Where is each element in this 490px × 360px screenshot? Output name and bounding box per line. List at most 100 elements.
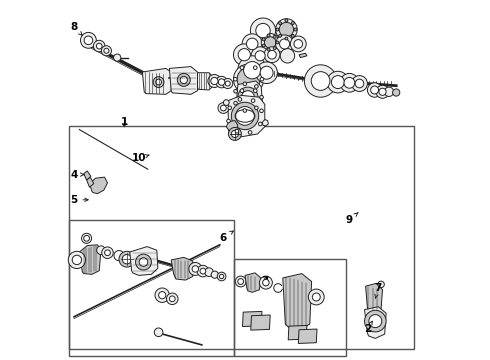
Circle shape <box>227 119 230 123</box>
Circle shape <box>231 102 259 130</box>
Circle shape <box>275 35 294 53</box>
Circle shape <box>104 48 109 53</box>
Circle shape <box>265 37 276 48</box>
Polygon shape <box>228 95 265 137</box>
Bar <box>69 220 234 356</box>
Circle shape <box>260 77 264 81</box>
Circle shape <box>267 48 270 51</box>
Circle shape <box>267 34 270 37</box>
Circle shape <box>279 22 294 37</box>
Circle shape <box>253 66 257 69</box>
Circle shape <box>97 246 105 255</box>
Text: 6: 6 <box>220 231 233 243</box>
Circle shape <box>250 18 275 43</box>
Circle shape <box>180 76 187 84</box>
Circle shape <box>268 50 276 59</box>
Polygon shape <box>251 315 270 330</box>
Circle shape <box>308 289 324 305</box>
Circle shape <box>136 254 151 270</box>
Circle shape <box>292 22 294 24</box>
Circle shape <box>238 49 250 61</box>
Polygon shape <box>236 81 262 113</box>
Circle shape <box>97 43 102 49</box>
Circle shape <box>189 262 202 275</box>
Circle shape <box>174 76 179 81</box>
Polygon shape <box>84 171 91 180</box>
Polygon shape <box>288 325 307 340</box>
Circle shape <box>238 98 242 101</box>
Circle shape <box>192 266 198 272</box>
Circle shape <box>104 250 110 256</box>
Circle shape <box>355 79 364 88</box>
Polygon shape <box>170 67 198 94</box>
Circle shape <box>220 274 224 279</box>
Polygon shape <box>298 329 317 343</box>
Circle shape <box>311 72 330 90</box>
Circle shape <box>263 279 269 286</box>
Polygon shape <box>87 177 94 187</box>
Polygon shape <box>79 245 101 274</box>
Circle shape <box>219 79 225 85</box>
Circle shape <box>72 255 81 265</box>
Circle shape <box>276 28 279 31</box>
Circle shape <box>154 328 163 337</box>
Circle shape <box>259 276 272 289</box>
Circle shape <box>292 35 294 37</box>
Circle shape <box>255 85 258 88</box>
Circle shape <box>392 89 400 96</box>
Circle shape <box>101 46 111 56</box>
Circle shape <box>238 56 267 85</box>
Circle shape <box>273 35 276 38</box>
Polygon shape <box>243 311 262 327</box>
Circle shape <box>327 71 349 93</box>
Circle shape <box>102 247 113 258</box>
Circle shape <box>240 89 244 93</box>
Text: 4: 4 <box>70 170 84 180</box>
Polygon shape <box>299 53 307 58</box>
Text: 7: 7 <box>374 283 382 298</box>
Polygon shape <box>283 274 312 329</box>
Circle shape <box>279 35 281 37</box>
Text: 10: 10 <box>131 153 149 163</box>
Circle shape <box>211 271 219 278</box>
Circle shape <box>122 255 132 264</box>
Circle shape <box>211 77 218 85</box>
Circle shape <box>280 39 290 49</box>
Circle shape <box>259 122 262 126</box>
Text: 8: 8 <box>71 22 82 35</box>
Circle shape <box>235 276 246 287</box>
Circle shape <box>228 106 231 110</box>
Circle shape <box>81 233 92 243</box>
Circle shape <box>223 100 229 105</box>
Circle shape <box>262 38 265 41</box>
Circle shape <box>384 87 393 96</box>
Circle shape <box>237 68 260 91</box>
Circle shape <box>379 88 386 95</box>
Polygon shape <box>130 247 158 275</box>
Circle shape <box>260 95 263 99</box>
Bar <box>234 259 346 356</box>
Circle shape <box>279 22 281 24</box>
Circle shape <box>331 76 344 89</box>
Circle shape <box>153 77 164 87</box>
Circle shape <box>370 86 379 94</box>
Circle shape <box>225 81 230 86</box>
Circle shape <box>304 65 337 97</box>
Circle shape <box>365 310 386 332</box>
Circle shape <box>155 288 170 302</box>
Text: 3: 3 <box>261 276 269 286</box>
Text: 9: 9 <box>346 213 358 225</box>
Circle shape <box>251 99 255 103</box>
Circle shape <box>253 89 257 93</box>
Circle shape <box>256 23 270 38</box>
Circle shape <box>218 103 229 113</box>
Circle shape <box>246 38 258 50</box>
Circle shape <box>251 47 269 65</box>
Circle shape <box>139 258 148 266</box>
Circle shape <box>177 73 190 86</box>
Circle shape <box>273 47 276 50</box>
Circle shape <box>205 268 213 276</box>
Circle shape <box>260 109 263 113</box>
Circle shape <box>234 90 237 93</box>
Circle shape <box>94 40 105 52</box>
